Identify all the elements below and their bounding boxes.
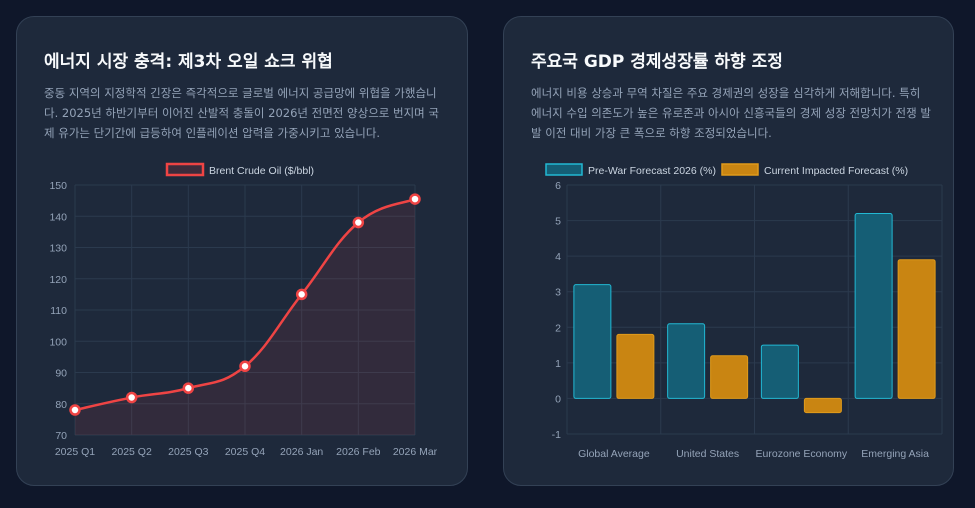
y-tick-label: 100 [49,336,67,348]
oil-price-point [352,216,365,229]
y-tick-label: 130 [49,243,67,255]
bar-pre-war [760,344,799,399]
y-tick-label: 5 [555,216,561,228]
oil-price-point [182,382,195,394]
gdp-forecast-bar-chart: -1 0 1 2 3 4 5 6 Global Average United States Euro… [545,163,943,460]
x-tick-label: United States [676,448,739,460]
y-tick-label: 80 [55,399,67,411]
x-tick-label: 2025 Q4 [225,446,265,458]
y-tick-label: 4 [555,251,561,263]
bar-current [710,355,749,399]
x-tick-label: 2026 Feb [336,446,381,458]
y-tick-label: 150 [49,180,67,192]
x-tick-label: Emerging Asia [861,448,929,460]
gdp-card-description: 에너지 비용 상승과 무역 차질은 주요 경제권의 성장을 심각하게 저해합니다… [531,86,931,140]
bar-pre-war [573,284,612,399]
y-tick-label: 120 [49,274,67,286]
y-tick-label: -1 [552,429,561,441]
bar-current [616,333,655,399]
x-tick-label: Global Average [578,448,650,460]
y-tick-label: 0 [555,393,561,405]
y-tick-label: 1 [555,358,561,370]
legend-label-pre-war: Pre-War Forecast 2026 (%) [588,165,716,177]
gdp-card-title: 주요국 GDP 경제성장률 하향 조정 [531,52,783,72]
x-tick-label: 2026 Jan [280,446,323,458]
y-tick-label: 2 [555,322,561,334]
legend-swatch-oil [165,162,205,177]
y-tick-label: 140 [49,211,67,223]
bar-pre-war [854,212,893,399]
y-tick-label: 110 [50,305,67,317]
oil-card-title: 에너지 시장 충격: 제3차 오일 쇼크 위협 [44,52,333,72]
x-tick-label: 2025 Q2 [112,446,152,458]
x-tick-label: Eurozone Economy [756,448,848,460]
oil-price-point [125,391,138,404]
oil-price-point [295,288,308,301]
oil-price-point [69,404,81,416]
gdp-forecast-card: 주요국 GDP 경제성장률 하향 조정 에너지 비용 상승과 무역 차질은 주요… [503,16,954,486]
legend-swatch-current [721,163,759,176]
x-tick-label: 2026 Mar [393,446,438,458]
y-tick-label: 6 [555,180,561,192]
oil-price-area [75,199,415,435]
legend-swatch-pre-war [545,163,583,176]
oil-card-description: 중동 지역의 지정학적 긴장은 즉각적으로 글로벌 에너지 공급망에 위협을 가… [44,86,439,140]
bar-current [803,397,842,414]
legend-label-oil: Brent Crude Oil ($/bbl) [209,165,314,177]
legend-label-current: Current Impacted Forecast (%) [764,165,908,177]
y-tick-label: 3 [555,287,561,299]
oil-price-point [409,193,421,205]
y-tick-label: 70 [55,430,67,442]
oil-price-line-chart: 70 80 90 100 110 120 130 140 150 2025 Q1 2025 Q2 20… [49,162,438,458]
oil-price-card: 에너지 시장 충격: 제3차 오일 쇼크 위협 중동 지역의 지정학적 긴장은 … [16,16,468,486]
oil-price-point [239,360,251,372]
x-tick-label: 2025 Q3 [168,446,208,458]
bar-pre-war [667,323,706,399]
y-tick-label: 90 [55,368,67,380]
x-tick-label: 2025 Q1 [55,446,95,458]
bar-current [897,259,936,399]
